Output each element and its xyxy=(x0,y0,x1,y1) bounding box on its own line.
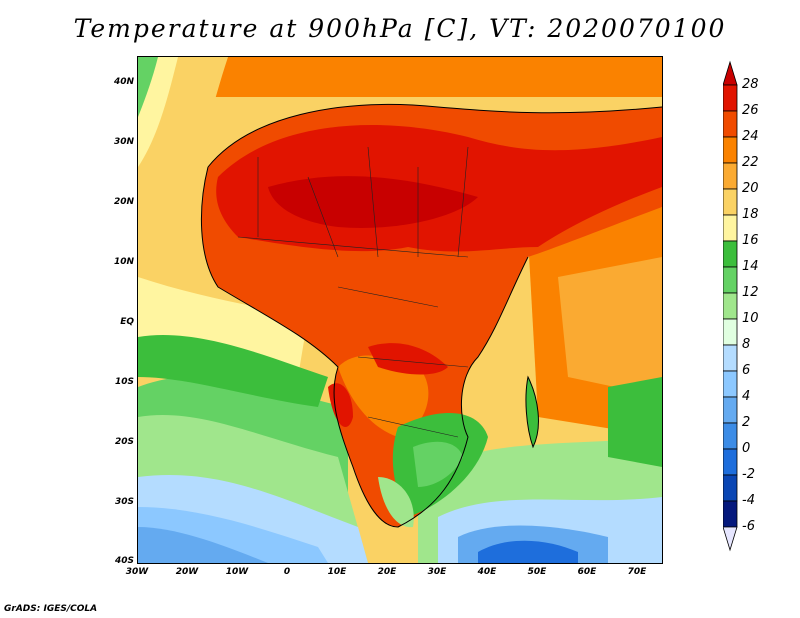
colorbar-label: -4 xyxy=(742,493,755,508)
lon-tick-label: 50E xyxy=(527,567,547,577)
lon-tick-label: 0 xyxy=(283,567,291,577)
colorbar-label: 28 xyxy=(742,77,759,92)
colorbar-label: -6 xyxy=(742,519,755,534)
colorbar-label: 16 xyxy=(742,233,759,248)
colorbar-top-arrow xyxy=(723,60,738,86)
colorbar-label: 24 xyxy=(742,129,759,144)
colorbar-swatch xyxy=(723,370,738,398)
madagascar xyxy=(525,375,539,449)
colorbar-swatch xyxy=(723,266,738,294)
colorbar-label: 6 xyxy=(742,363,751,378)
colorbar-swatch xyxy=(723,110,738,138)
colorbar-label: 2 xyxy=(742,415,751,430)
colorbar-label: 10 xyxy=(742,311,759,326)
lon-tick-label: 10W xyxy=(225,567,249,577)
colorbar-label: 18 xyxy=(742,207,759,222)
colorbar-swatch xyxy=(723,84,738,112)
credit-text: GrADS: IGES/COLA xyxy=(4,604,98,614)
colorbar-swatch xyxy=(723,240,738,268)
lon-tick-label: 30W xyxy=(125,567,149,577)
country-borders xyxy=(237,146,469,438)
colorbar-swatch xyxy=(723,500,738,528)
lat-tick-label: 20S xyxy=(114,437,134,447)
lat-tick-label: 30N xyxy=(113,137,134,147)
temperature-field xyxy=(138,57,662,563)
colorbar-label: 22 xyxy=(742,155,759,170)
colorbar-swatches xyxy=(723,60,738,552)
colorbar-swatch xyxy=(723,396,738,424)
colorbar-swatch xyxy=(723,214,738,242)
colorbar-swatch xyxy=(723,136,738,164)
lon-tick-label: 60E xyxy=(577,567,597,577)
colorbar-label: 0 xyxy=(742,441,751,456)
colorbar-label: 20 xyxy=(742,181,759,196)
lon-tick-label: 20E xyxy=(377,567,397,577)
colorbar-bottom-arrow xyxy=(723,526,738,552)
colorbar-label: 26 xyxy=(742,103,759,118)
colorbar-label: 14 xyxy=(742,259,759,274)
colorbar-label: 4 xyxy=(742,389,751,404)
lat-tick-label: 10N xyxy=(113,257,134,267)
lat-tick-label: 20N xyxy=(113,197,134,207)
map-title: Temperature at 900hPa [C], VT: 202007010… xyxy=(73,14,727,43)
lon-tick-label: 40E xyxy=(477,567,497,577)
lon-tick-label: 30E xyxy=(427,567,447,577)
colorbar-swatch xyxy=(723,292,738,320)
colorbar-swatch xyxy=(723,318,738,346)
colorbar-swatch xyxy=(723,448,738,476)
colorbar-label: 12 xyxy=(742,285,759,300)
colorbar-swatch xyxy=(723,474,738,502)
temperature-map xyxy=(137,56,663,564)
colorbar-label: -2 xyxy=(742,467,755,482)
colorbar-label: 8 xyxy=(742,337,751,352)
lat-tick-label: 40S xyxy=(114,556,134,566)
colorbar-swatch xyxy=(723,162,738,190)
lon-tick-label: 10E xyxy=(327,567,347,577)
colorbar-swatch xyxy=(723,422,738,450)
lat-tick-label: 10S xyxy=(114,377,134,387)
lat-tick-label: 30S xyxy=(114,497,134,507)
lat-tick-label: EQ xyxy=(120,317,134,327)
lon-tick-label: 70E xyxy=(627,567,647,577)
coastline xyxy=(200,104,662,528)
lat-tick-label: 40N xyxy=(113,77,134,87)
lon-tick-label: 20W xyxy=(175,567,199,577)
colorbar-swatch xyxy=(723,188,738,216)
colorbar-swatch xyxy=(723,344,738,372)
colorbar: 28 26 24 22 20 18 16 14 12 10 8 6 4 2 0 -2 -4 -6 xyxy=(720,60,780,560)
